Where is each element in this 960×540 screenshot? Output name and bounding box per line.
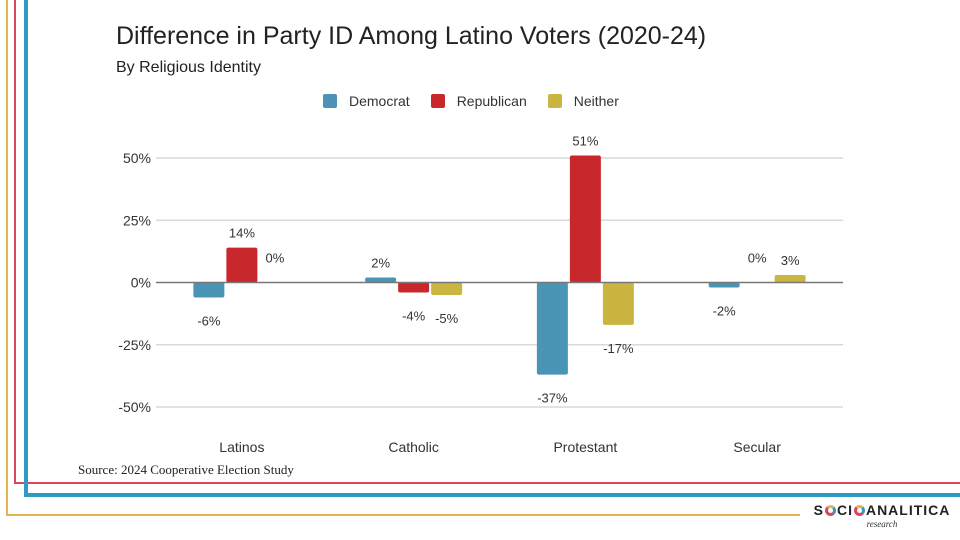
data-label-democrat-protestant: -37% bbox=[537, 391, 568, 406]
legend-item-democrat: Democrat bbox=[323, 93, 410, 109]
y-tick-label: 0% bbox=[131, 275, 151, 291]
data-labels: -6% 14% 0% 2% -4% -5% -37% 51% -17% -2% 0% 3% bbox=[197, 134, 800, 406]
bar-neither-secular bbox=[774, 275, 806, 283]
legend: Democrat Republican Neither bbox=[323, 92, 640, 110]
y-tick-label: -25% bbox=[118, 337, 151, 353]
logo-text-s: S bbox=[813, 502, 824, 518]
logo-ring-o-icon bbox=[824, 504, 836, 516]
logo-wordmark: S CI ANALITICA bbox=[812, 502, 952, 518]
data-label-neither-catholic: -5% bbox=[435, 311, 459, 326]
socioanalitica-logo: S CI ANALITICA research bbox=[812, 502, 952, 529]
chart-title: Difference in Party ID Among Latino Vote… bbox=[116, 22, 707, 50]
logo-tagline: research bbox=[866, 519, 898, 529]
bars bbox=[193, 155, 806, 375]
data-label-neither-protestant: -17% bbox=[603, 341, 634, 356]
legend-item-republican: Republican bbox=[430, 93, 527, 109]
frame-line-yellow bbox=[6, 0, 960, 516]
gridlines bbox=[156, 157, 843, 408]
legend-swatch-neither bbox=[547, 94, 562, 108]
legend-swatch-republican bbox=[430, 94, 445, 108]
logo-text-ci: CI bbox=[836, 502, 853, 518]
y-axis-ticks: 50% 25% 0% -25% -50% bbox=[118, 150, 151, 415]
legend-label-democrat: Democrat bbox=[349, 93, 410, 109]
y-tick-label: 25% bbox=[123, 212, 151, 228]
x-category-label: Catholic bbox=[388, 439, 439, 455]
bar-democrat-secular bbox=[708, 282, 740, 288]
frame-gap bbox=[800, 510, 960, 522]
x-axis-categories: Latinos Catholic Protestant Secular bbox=[219, 439, 781, 455]
data-label-republican-protestant: 51% bbox=[572, 134, 598, 149]
bar-republican-latinos bbox=[226, 247, 258, 283]
data-label-neither-secular: 3% bbox=[781, 253, 800, 268]
data-label-republican-latinos: 14% bbox=[229, 226, 255, 241]
legend-label-republican: Republican bbox=[456, 93, 527, 109]
logo-text-analitica: ANALITICA bbox=[865, 502, 951, 518]
logo-ring-o-icon bbox=[853, 504, 865, 516]
bar-democrat-protestant bbox=[536, 282, 568, 375]
bar-democrat-latinos bbox=[193, 282, 225, 298]
data-label-republican-catholic: -4% bbox=[402, 308, 426, 323]
legend-item-neither: Neither bbox=[547, 93, 619, 109]
bar-republican-catholic bbox=[398, 282, 430, 293]
chart-subtitle: By Religious Identity bbox=[116, 59, 261, 76]
frame-line-red bbox=[14, 0, 960, 484]
legend-label-neither: Neither bbox=[573, 93, 619, 109]
data-label-democrat-catholic: 2% bbox=[371, 256, 390, 271]
x-category-label: Latinos bbox=[219, 439, 264, 455]
bar-neither-protestant bbox=[602, 282, 634, 325]
bar-republican-protestant bbox=[569, 155, 601, 283]
x-category-label: Protestant bbox=[553, 439, 617, 455]
data-label-neither-latinos: 0% bbox=[265, 251, 284, 266]
source-note: Source: 2024 Cooperative Election Study bbox=[78, 462, 294, 477]
legend-swatch-democrat bbox=[323, 94, 337, 108]
bar-neither-catholic bbox=[431, 282, 463, 295]
data-label-democrat-secular: -2% bbox=[713, 303, 737, 318]
data-label-democrat-latinos: -6% bbox=[197, 313, 221, 328]
bar-democrat-catholic bbox=[365, 277, 397, 283]
y-tick-label: 50% bbox=[123, 150, 151, 166]
y-tick-label: -50% bbox=[118, 399, 151, 415]
x-category-label: Secular bbox=[733, 439, 781, 455]
data-label-republican-secular: 0% bbox=[748, 251, 767, 266]
frame-line-blue bbox=[24, 0, 960, 497]
